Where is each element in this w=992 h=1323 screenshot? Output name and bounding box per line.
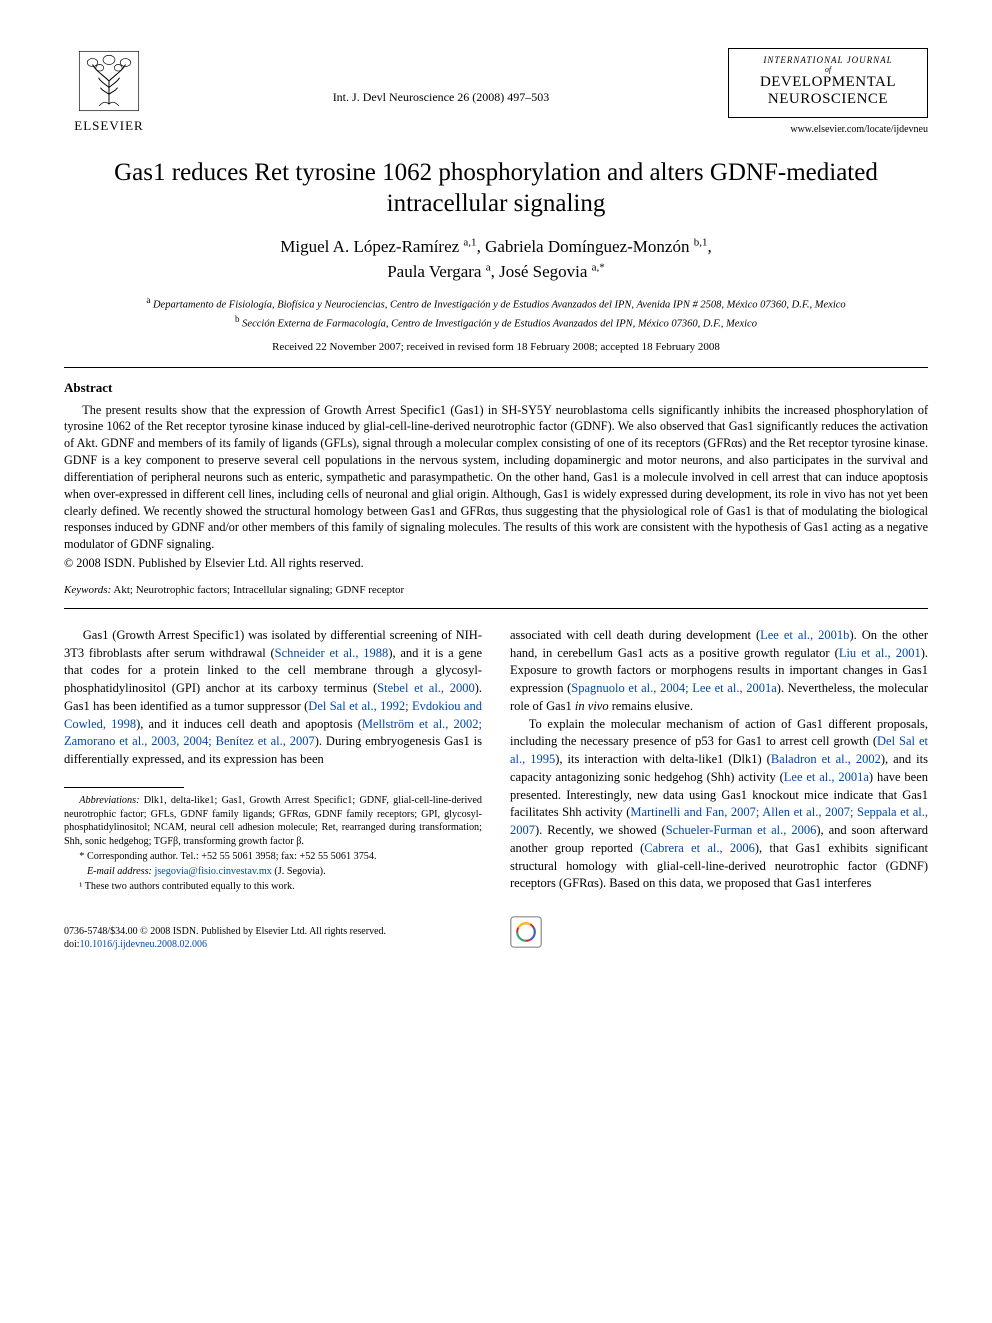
footnotes-rule <box>64 787 184 788</box>
keywords-value: Akt; Neurotrophic factors; Intracellular… <box>113 584 404 596</box>
journal-top-line: INTERNATIONAL JOURNAL <box>737 55 919 65</box>
footnote-contrib: ¹ These two authors contributed equally … <box>64 880 482 894</box>
body-right-p1: associated with cell death during develo… <box>510 627 928 716</box>
abstract-copyright: © 2008 ISDN. Published by Elsevier Ltd. … <box>64 555 928 572</box>
abbr-label: Abbreviations: <box>79 795 139 806</box>
abstract-heading: Abstract <box>64 380 928 396</box>
doi-link[interactable]: 10.1016/j.ijdevneu.2008.02.006 <box>80 939 208 950</box>
left-column: Gas1 (Growth Arrest Specific1) was isola… <box>64 627 482 894</box>
right-column: associated with cell death during develo… <box>510 627 928 894</box>
body-left-p1: Gas1 (Growth Arrest Specific1) was isola… <box>64 627 482 769</box>
footer-row: 0736-5748/$34.00 © 2008 ISDN. Published … <box>64 916 928 951</box>
article-dates: Received 22 November 2007; received in r… <box>64 341 928 353</box>
footer-issn: 0736-5748/$34.00 © 2008 ISDN. Published … <box>64 925 482 938</box>
affiliation-b: b Sección Externa de Farmacología, Centr… <box>64 313 928 332</box>
keywords-line: Keywords: Akt; Neurotrophic factors; Int… <box>64 584 928 596</box>
body-right-p2: To explain the molecular mechanism of ac… <box>510 716 928 894</box>
footer-right <box>510 916 928 951</box>
abstract-section: Abstract The present results show that t… <box>64 380 928 572</box>
keywords-label: Keywords: <box>64 584 111 596</box>
journal-url[interactable]: www.elsevier.com/locate/ijdevneu <box>728 124 928 135</box>
email-suffix: (J. Segovia). <box>272 866 326 877</box>
authors: Miguel A. López-Ramírez a,1, Gabriela Do… <box>64 235 928 284</box>
journal-main-1: DEVELOPMENTAL <box>737 74 919 91</box>
footnotes: Abbreviations: Dlk1, delta-like1; Gas1, … <box>64 794 482 893</box>
elsevier-tree-icon <box>76 48 142 114</box>
email-link[interactable]: jsegovia@fisio.cinvestav.mx <box>154 866 271 877</box>
article-title: Gas1 reduces Ret tyrosine 1062 phosphory… <box>64 157 928 220</box>
footnote-corresponding: * Corresponding author. Tel.: +52 55 506… <box>64 850 482 864</box>
journal-of: of <box>737 65 919 74</box>
publisher-name: ELSEVIER <box>74 118 143 134</box>
doi-label: doi: <box>64 939 80 950</box>
footer-left: 0736-5748/$34.00 © 2008 ISDN. Published … <box>64 925 482 951</box>
journal-main-2: NEUROSCIENCE <box>737 91 919 108</box>
citation-line: Int. J. Devl Neuroscience 26 (2008) 497–… <box>333 90 550 105</box>
footer-doi: doi:10.1016/j.ijdevneu.2008.02.006 <box>64 938 482 951</box>
footnote-email: E-mail address: jsegovia@fisio.cinvestav… <box>64 865 482 879</box>
crossmark-icon[interactable] <box>510 916 542 948</box>
journal-box-border: INTERNATIONAL JOURNAL of DEVELOPMENTAL N… <box>728 48 928 118</box>
body-columns: Gas1 (Growth Arrest Specific1) was isola… <box>64 627 928 894</box>
divider-top <box>64 367 928 368</box>
affiliations: a Departamento de Fisiología, Biofísica … <box>64 294 928 332</box>
publisher-logo-block: ELSEVIER <box>64 48 154 134</box>
abstract-body: The present results show that the expres… <box>64 402 928 553</box>
divider-bottom <box>64 608 928 609</box>
journal-box: INTERNATIONAL JOURNAL of DEVELOPMENTAL N… <box>728 48 928 135</box>
affiliation-a: a Departamento de Fisiología, Biofísica … <box>64 294 928 313</box>
footnote-abbreviations: Abbreviations: Dlk1, delta-like1; Gas1, … <box>64 794 482 849</box>
email-label: E-mail address: <box>87 866 152 877</box>
header-row: ELSEVIER Int. J. Devl Neuroscience 26 (2… <box>64 48 928 135</box>
